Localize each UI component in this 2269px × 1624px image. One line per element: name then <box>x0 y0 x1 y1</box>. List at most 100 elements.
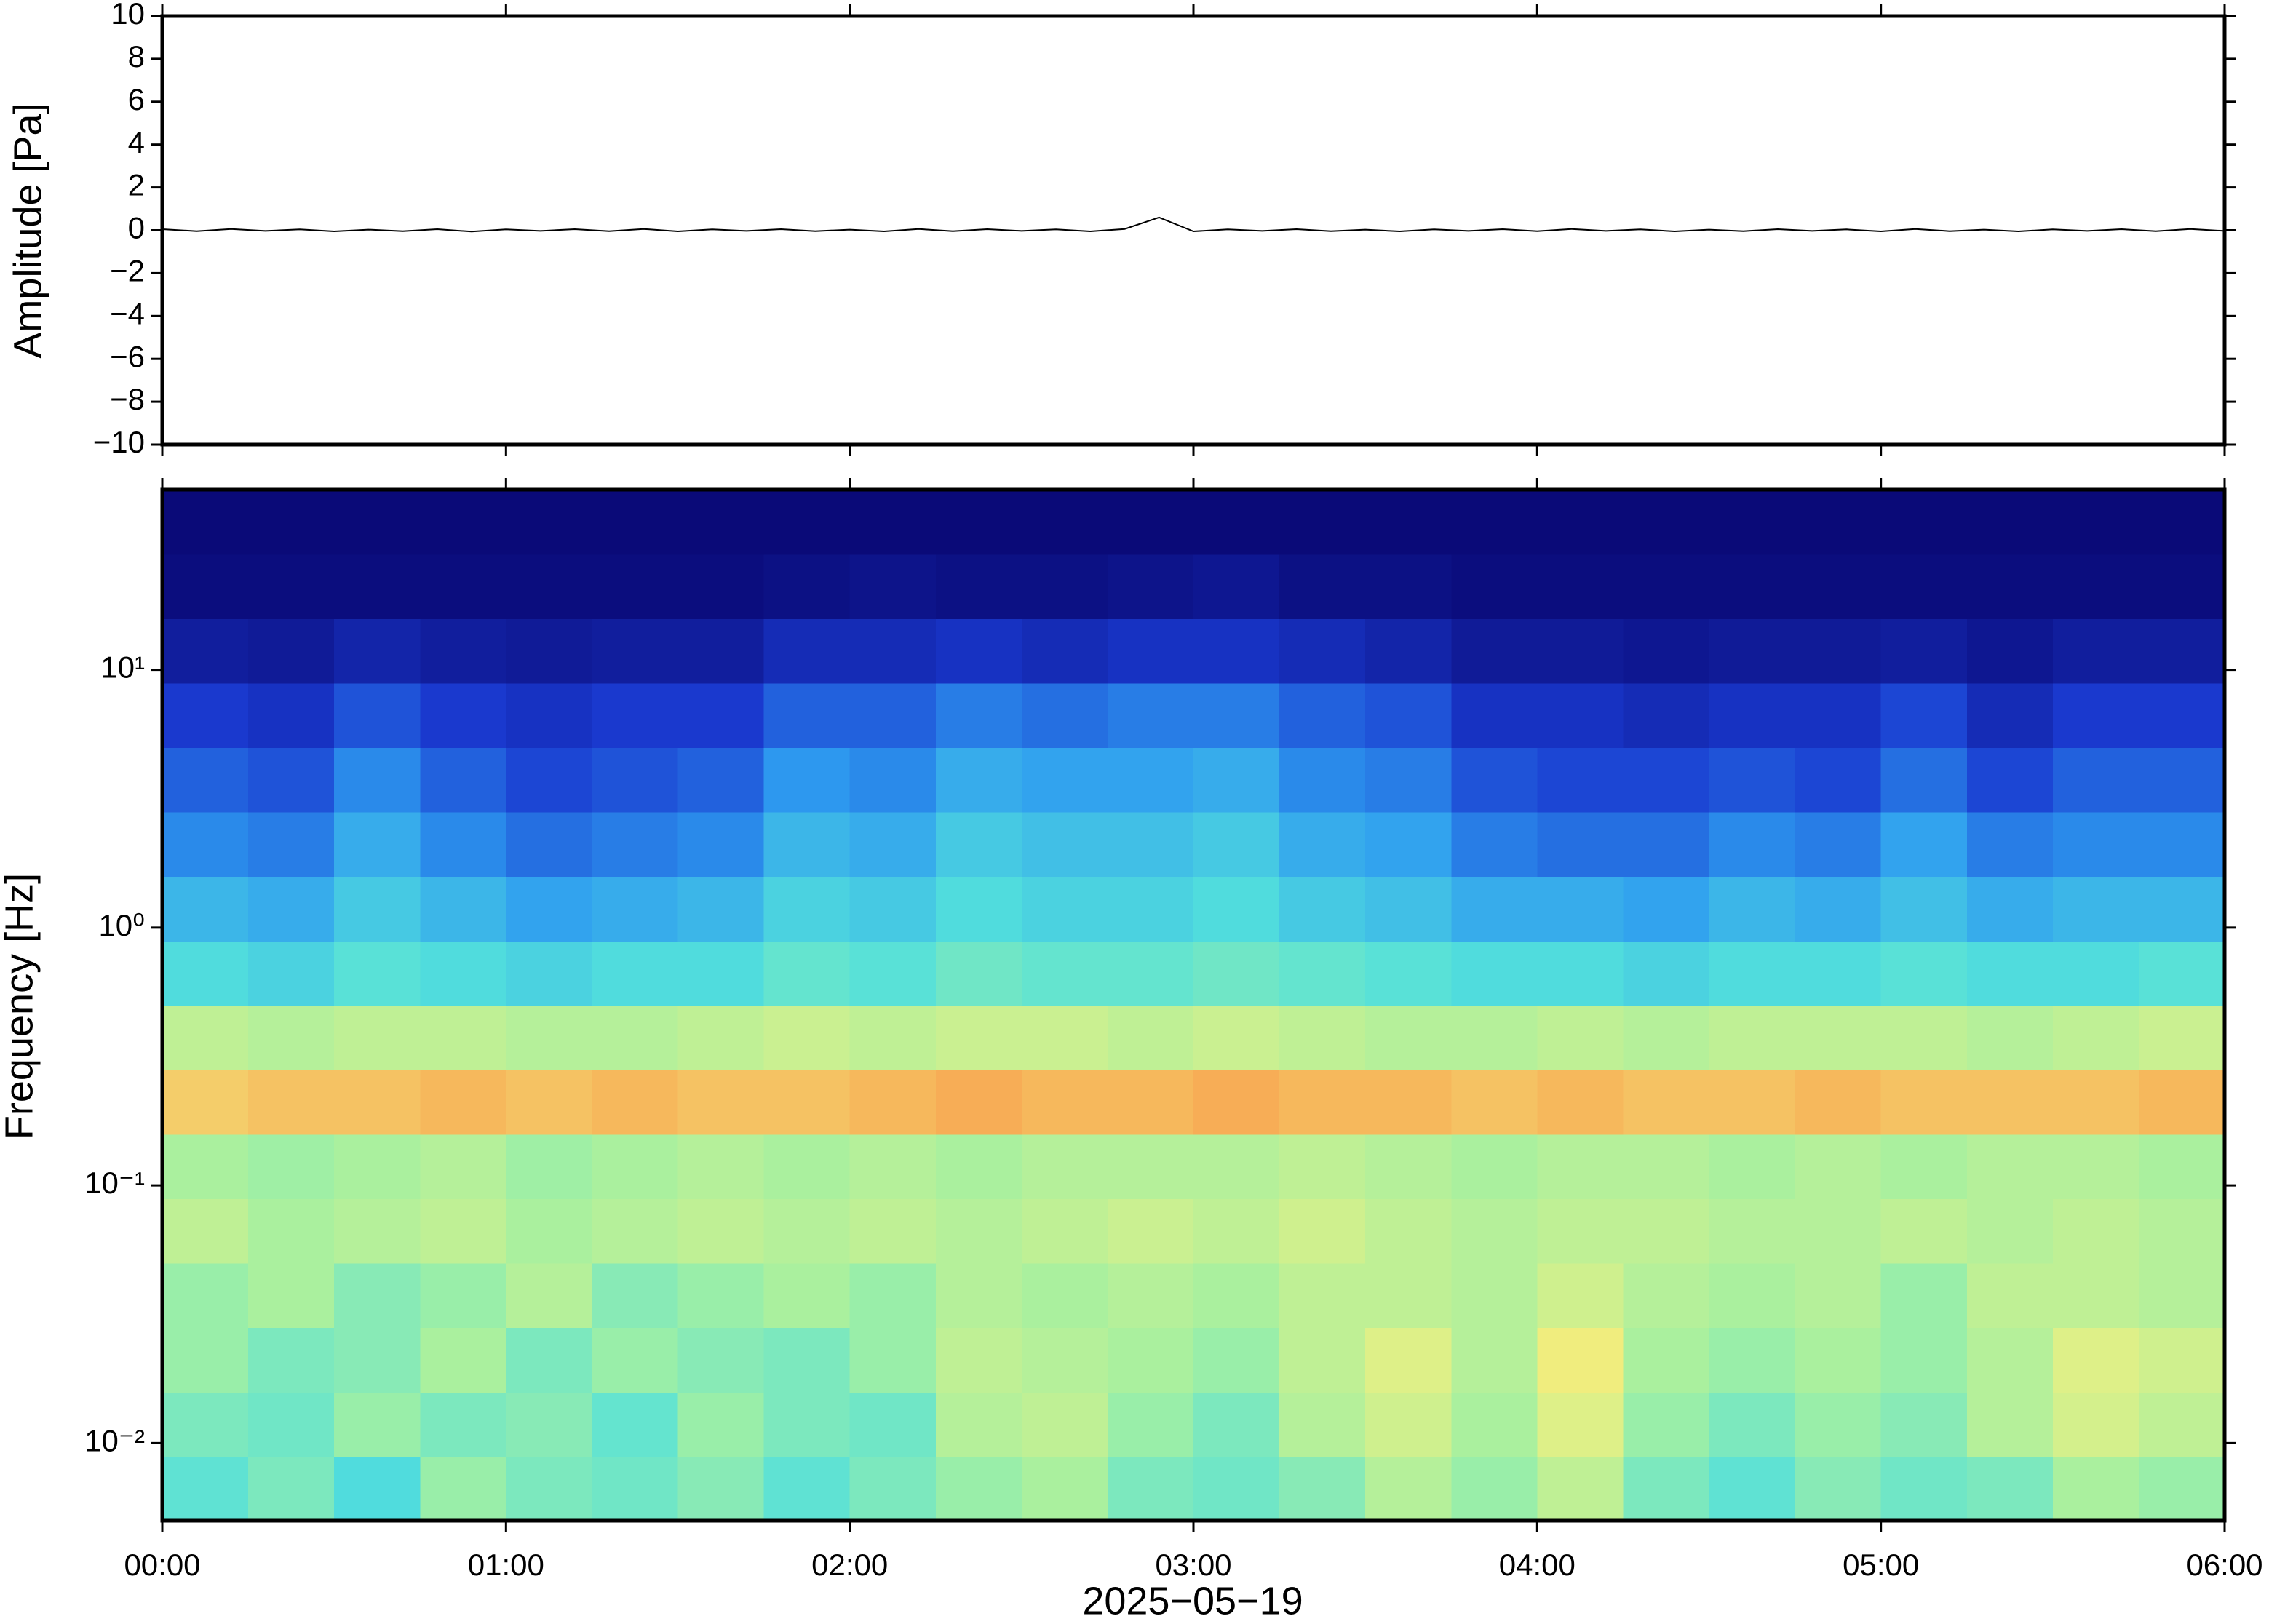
y-tick-label: 4 <box>128 125 145 159</box>
heat-cell <box>1451 747 1538 813</box>
heat-cell <box>1623 554 1710 620</box>
heat-cell <box>1880 811 1968 877</box>
heat-cell <box>162 1134 249 1200</box>
heat-cell <box>2052 1070 2139 1135</box>
heat-cell <box>1966 940 2054 1006</box>
heat-cell <box>1365 554 1453 620</box>
heat-cell <box>420 1391 507 1457</box>
heat-cell <box>1966 1327 2054 1393</box>
heat-cell <box>849 1456 937 1521</box>
y-tick-label: 6 <box>128 82 145 116</box>
heat-cell <box>763 1005 851 1070</box>
heat-cell <box>2052 554 2139 620</box>
heat-cell <box>592 1070 679 1135</box>
heat-cell <box>592 1134 679 1200</box>
heat-cell <box>1709 940 1796 1006</box>
heat-cell <box>1365 1134 1453 1200</box>
heat-cell <box>1537 1456 1624 1521</box>
heat-cell <box>162 682 249 749</box>
heat-cell <box>935 876 1022 942</box>
heat-cell <box>1021 876 1108 942</box>
heat-cell <box>2138 1198 2225 1264</box>
heat-cell <box>1709 811 1796 877</box>
heat-cell <box>1795 1391 1882 1457</box>
y-tick-label: 10⁰ <box>98 908 145 942</box>
heat-cell <box>1623 876 1710 942</box>
heat-cell <box>1623 1198 1710 1264</box>
heat-cell <box>1623 1134 1710 1200</box>
heat-cell <box>1709 554 1796 620</box>
heat-cell <box>1537 1198 1624 1264</box>
heat-cell <box>1107 1391 1194 1457</box>
heat-cell <box>162 1198 249 1264</box>
heat-cell <box>1966 1262 2054 1329</box>
heat-cell <box>334 747 421 813</box>
heat-cell <box>592 1262 679 1329</box>
heat-cell <box>1365 811 1453 877</box>
heat-cell <box>1193 1262 1280 1329</box>
heat-cell <box>1451 1262 1538 1329</box>
heat-cell <box>677 811 765 877</box>
heat-cell <box>1537 1070 1624 1135</box>
heat-cell <box>1623 1456 1710 1521</box>
heat-cell <box>677 1391 765 1457</box>
heat-cell <box>1193 682 1280 749</box>
heat-cell <box>1623 618 1710 684</box>
heat-cell <box>1193 554 1280 620</box>
heat-cell <box>1795 1005 1882 1070</box>
heat-cell <box>1966 1134 2054 1200</box>
x-tick-label: 00:00 <box>124 1548 200 1582</box>
heat-cell <box>1795 1456 1882 1521</box>
heat-cell <box>248 940 335 1006</box>
heat-cell <box>162 747 249 813</box>
heat-cell <box>2052 1262 2139 1329</box>
heat-cell <box>1880 1262 1968 1329</box>
heat-cell <box>935 1005 1022 1070</box>
heat-cell <box>162 618 249 684</box>
x-tick-label: 05:00 <box>1843 1548 1919 1582</box>
heat-cell <box>1451 1134 1538 1200</box>
heat-cell <box>1795 1327 1882 1393</box>
y-axis-label: Amplitude [Pa] <box>6 103 49 358</box>
heat-cell <box>677 940 765 1006</box>
heat-cell <box>677 490 765 555</box>
y-tick-label: −2 <box>110 253 145 287</box>
heat-cell <box>1709 1005 1796 1070</box>
heat-cell <box>849 682 937 749</box>
heat-cell <box>1966 1005 2054 1070</box>
heat-cell <box>592 811 679 877</box>
heat-cell <box>1966 554 2054 620</box>
heat-cell <box>248 1070 335 1135</box>
heat-cell <box>248 747 335 813</box>
heat-cell <box>763 682 851 749</box>
heat-cell <box>1021 1391 1108 1457</box>
heat-cell <box>1709 490 1796 555</box>
heat-cell <box>1623 1262 1710 1329</box>
heat-cell <box>1623 747 1710 813</box>
heat-cell <box>1537 554 1624 620</box>
heat-cell <box>677 618 765 684</box>
heat-cell <box>506 747 593 813</box>
heat-cell <box>1880 1391 1968 1457</box>
heat-cell <box>849 1327 937 1393</box>
heat-cell <box>592 1327 679 1393</box>
heat-cell <box>935 811 1022 877</box>
heat-cell <box>334 1391 421 1457</box>
heat-cell <box>1537 618 1624 684</box>
heat-cell <box>1107 1198 1194 1264</box>
heat-cell <box>2052 1005 2139 1070</box>
heat-cell <box>162 1005 249 1070</box>
heat-cell <box>1193 1005 1280 1070</box>
heat-cell <box>1193 747 1280 813</box>
heat-cell <box>1365 940 1453 1006</box>
heat-cell <box>1107 490 1194 555</box>
heat-cell <box>1279 490 1366 555</box>
heat-cell <box>677 1198 765 1264</box>
heat-cell <box>1623 811 1710 877</box>
heat-cell <box>1537 876 1624 942</box>
heat-cell <box>1365 1070 1453 1135</box>
heat-cell <box>1537 1134 1624 1200</box>
heat-cell <box>677 1134 765 1200</box>
y-tick-label: −10 <box>93 425 145 459</box>
heat-cell <box>849 554 937 620</box>
